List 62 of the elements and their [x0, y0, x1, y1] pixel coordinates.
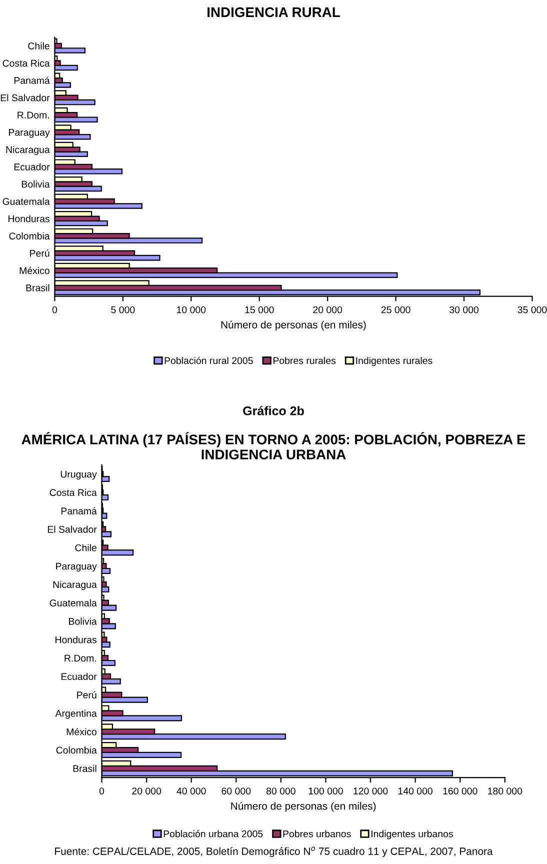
- x-tick-label: 40 000: [176, 788, 206, 794]
- x-tick-label: 120 000: [354, 788, 388, 794]
- x-tick-label: 0: [99, 788, 104, 794]
- x-tick-label: 160 000: [443, 788, 478, 794]
- y-tick-label: Honduras: [56, 636, 97, 644]
- x-tick-label: 60 000: [222, 788, 251, 794]
- y-tick-label: Nicaragua: [6, 146, 50, 156]
- legend-label: Población rural 2005: [164, 356, 253, 364]
- legend-label: Población urbana 2005: [164, 830, 263, 838]
- chart-subtitle: Gráfico 2b: [243, 406, 304, 416]
- y-tick-label: Colombia: [9, 232, 50, 240]
- y-tick-label: Chile: [28, 42, 50, 50]
- y-tick-label: Guatemala: [50, 599, 97, 606]
- y-tick-label: México: [66, 728, 96, 736]
- x-tick-label: 20 000: [313, 306, 342, 314]
- x-tick-label: 80 000: [266, 788, 296, 794]
- x-tick-label: 0: [52, 306, 58, 314]
- y-tick-label: R.Dom.: [18, 112, 49, 119]
- y-tick-label: El Salvador: [0, 94, 50, 102]
- y-tick-label: Panamá: [61, 507, 97, 514]
- y-tick-label: Colombia: [56, 746, 97, 754]
- chart-title: AMÉRICA LATINA (17 PAÍSES) EN TORNO A 2005: POBLACIÓN, POBREZA E INDIGENCIA URBANA: [22, 432, 526, 460]
- x-tick-label: 140 000: [398, 788, 432, 794]
- y-tick-label: Perú: [30, 250, 50, 257]
- y-tick-label: Ecuador: [61, 672, 97, 680]
- legend-label: Pobres rurales: [273, 356, 336, 364]
- x-axis-title: Número de personas (en miles): [221, 320, 366, 331]
- x-tick-label: 35 000: [518, 306, 547, 314]
- y-tick-label: Nicaragua: [53, 580, 97, 590]
- legend-label: Indigentes rurales: [356, 356, 432, 366]
- legend-label: Indigentes urbanos: [371, 830, 453, 840]
- y-tick-label: Perú: [77, 691, 96, 698]
- x-tick-label: 30 000: [450, 306, 478, 314]
- source-note: Fuente: CEPAL/CELADE, 2005, Boletín Demográfico N$^{o}$ 75 cuadro 11 y CEPAL, 2007, Panora: [55, 846, 493, 858]
- y-tick-label: Bolivia: [22, 180, 50, 188]
- x-axis-title: Número de personas (en miles): [231, 802, 376, 812]
- x-tick-label: 10 000: [177, 306, 206, 314]
- x-tick-label: 180 000: [488, 788, 522, 794]
- x-tick-label: 20 000: [132, 788, 162, 794]
- y-tick-label: Ecuador: [14, 163, 50, 170]
- y-tick-label: El Salvador: [48, 526, 97, 533]
- y-tick-label: Brasil: [26, 284, 50, 292]
- x-tick-label: 100 000: [308, 788, 343, 794]
- y-tick-label: Costa Rica: [50, 488, 97, 496]
- y-tick-label: Paraguay: [56, 562, 97, 572]
- y-tick-label: Brasil: [73, 764, 96, 772]
- x-tick-label: 15 000: [245, 306, 274, 314]
- x-tick-label: 25 000: [381, 306, 410, 314]
- y-tick-label: México: [20, 266, 50, 274]
- y-tick-label: Bolivia: [69, 618, 97, 625]
- y-tick-label: Chile: [75, 544, 96, 552]
- chart-title: INDIGENCIA RURAL: [208, 7, 340, 18]
- x-tick-label: 5 000: [111, 306, 135, 314]
- y-tick-label: Argentina: [55, 710, 97, 719]
- y-tick-label: Paraguay: [9, 129, 50, 138]
- y-tick-label: Guatemala: [2, 198, 50, 205]
- y-tick-label: Uruguay: [60, 470, 97, 480]
- legend-label: Pobres urbanos: [283, 830, 351, 838]
- y-tick-label: Honduras: [8, 215, 50, 222]
- y-tick-label: R.Dom.: [64, 654, 96, 662]
- y-tick-label: Costa Rica: [2, 60, 50, 67]
- y-tick-label: Panamá: [14, 76, 50, 84]
